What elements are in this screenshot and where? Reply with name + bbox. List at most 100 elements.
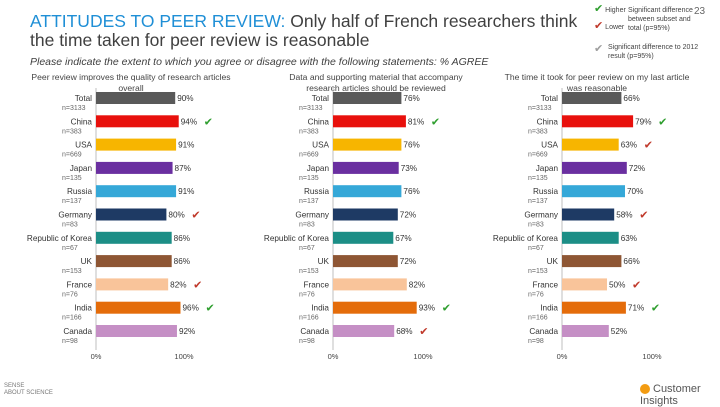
bar — [333, 138, 402, 151]
category-label: UK — [81, 257, 93, 266]
category-label: Japan — [536, 164, 559, 173]
category-label: Total — [312, 94, 329, 103]
category-label: Canada — [529, 327, 558, 336]
bar — [96, 161, 173, 174]
bar — [562, 208, 615, 221]
value-label: 70% — [627, 187, 643, 196]
bar — [562, 92, 622, 104]
sample-size-label: n=3133 — [299, 105, 323, 112]
sample-size-label: n=135 — [299, 175, 319, 182]
panel-title-1: Peer review improves the quality of rese… — [31, 72, 231, 93]
legend-2012-line1: Significant difference to 2012 — [608, 44, 699, 51]
higher-check-icon: ✔ — [431, 116, 440, 128]
tick-label: 0% — [91, 352, 102, 361]
legend-significant-line2: between subset and — [628, 16, 691, 23]
value-label: 87% — [175, 164, 191, 173]
sample-size-label: n=98 — [62, 338, 78, 345]
value-label: 94% — [181, 117, 197, 126]
category-label: France — [67, 280, 93, 289]
sample-size-label: n=383 — [299, 128, 319, 135]
tick-label: 0% — [557, 352, 568, 361]
bar — [562, 231, 619, 244]
bar — [562, 138, 619, 151]
category-label: India — [311, 304, 329, 313]
category-label: Russia — [304, 187, 329, 196]
value-label: 72% — [629, 164, 645, 173]
value-label: 82% — [409, 280, 425, 289]
sample-size-label: n=137 — [299, 198, 319, 205]
question-text: Please indicate the extent to which you … — [30, 56, 489, 68]
sample-size-label: n=83 — [299, 222, 315, 229]
sample-size-label: n=135 — [62, 175, 82, 182]
right-logo-text: Customer Insights — [640, 383, 701, 407]
tick-label: 100% — [174, 352, 194, 361]
customer-insights-logo: Customer Insights — [640, 383, 720, 407]
value-label: 71% — [628, 304, 644, 313]
lower-check-icon: ✔ — [632, 279, 641, 291]
bar — [562, 185, 625, 198]
value-label: 52% — [611, 327, 627, 336]
bar — [562, 255, 622, 268]
bar — [96, 301, 181, 314]
value-label: 67% — [395, 234, 411, 243]
sample-size-label: n=166 — [299, 315, 319, 322]
category-label: USA — [312, 141, 329, 150]
value-label: 82% — [170, 280, 186, 289]
sample-size-label: n=83 — [528, 222, 544, 229]
lower-check-icon: ✔ — [639, 210, 648, 222]
title-highlight: ATTITUDES TO PEER REVIEW: — [30, 11, 286, 31]
sample-size-label: n=383 — [528, 128, 548, 135]
category-label: Japan — [307, 164, 330, 173]
higher-check-icon: ✔ — [594, 3, 604, 15]
higher-check-icon: ✔ — [442, 303, 451, 315]
bar — [562, 278, 607, 291]
value-label: 91% — [178, 187, 194, 196]
category-label: UK — [547, 257, 559, 266]
value-label: 92% — [179, 327, 195, 336]
sample-size-label: n=669 — [528, 152, 548, 159]
panel-title-2: Data and supporting material that accomp… — [289, 72, 463, 93]
sample-size-label: n=83 — [62, 222, 78, 229]
sample-size-label: n=383 — [62, 128, 82, 135]
logo-dot-icon — [640, 384, 650, 395]
sample-size-label: n=76 — [528, 291, 544, 298]
category-label: USA — [75, 141, 92, 150]
legend-significant-line3: total (p=95%) — [628, 25, 670, 32]
category-label: Japan — [70, 164, 93, 173]
sample-size-label: n=137 — [528, 198, 548, 205]
bar — [96, 115, 179, 128]
category-label: Republic of Korea — [264, 234, 330, 243]
value-label: 81% — [408, 117, 424, 126]
category-label: Germany — [524, 211, 559, 220]
category-label: USA — [541, 141, 558, 150]
bar — [562, 161, 627, 174]
value-label: 66% — [623, 94, 639, 103]
value-label: 76% — [403, 187, 419, 196]
category-label: China — [308, 117, 330, 126]
tick-label: 100% — [642, 352, 662, 361]
sample-size-label: n=153 — [299, 268, 319, 275]
value-label: 79% — [635, 117, 651, 126]
value-label: 72% — [400, 211, 416, 220]
bar — [333, 208, 398, 221]
sample-size-label: n=153 — [62, 268, 82, 275]
bar — [96, 231, 172, 244]
bar — [96, 278, 169, 291]
lower-check-icon: ✔ — [644, 140, 653, 152]
bar — [333, 185, 402, 198]
value-label: 86% — [174, 234, 190, 243]
category-label: Total — [541, 94, 558, 103]
bar — [96, 185, 177, 198]
sample-size-label: n=3133 — [528, 105, 552, 112]
higher-check-icon: ✔ — [651, 303, 660, 315]
bar — [333, 231, 394, 244]
bar — [333, 115, 406, 128]
value-label: 80% — [168, 211, 184, 220]
vs2012-check-icon: ✔ — [594, 43, 604, 55]
value-label: 68% — [396, 327, 412, 336]
sample-size-label: n=76 — [299, 291, 315, 298]
sample-size-label: n=135 — [528, 175, 548, 182]
bar — [96, 325, 177, 337]
category-label: India — [74, 304, 92, 313]
